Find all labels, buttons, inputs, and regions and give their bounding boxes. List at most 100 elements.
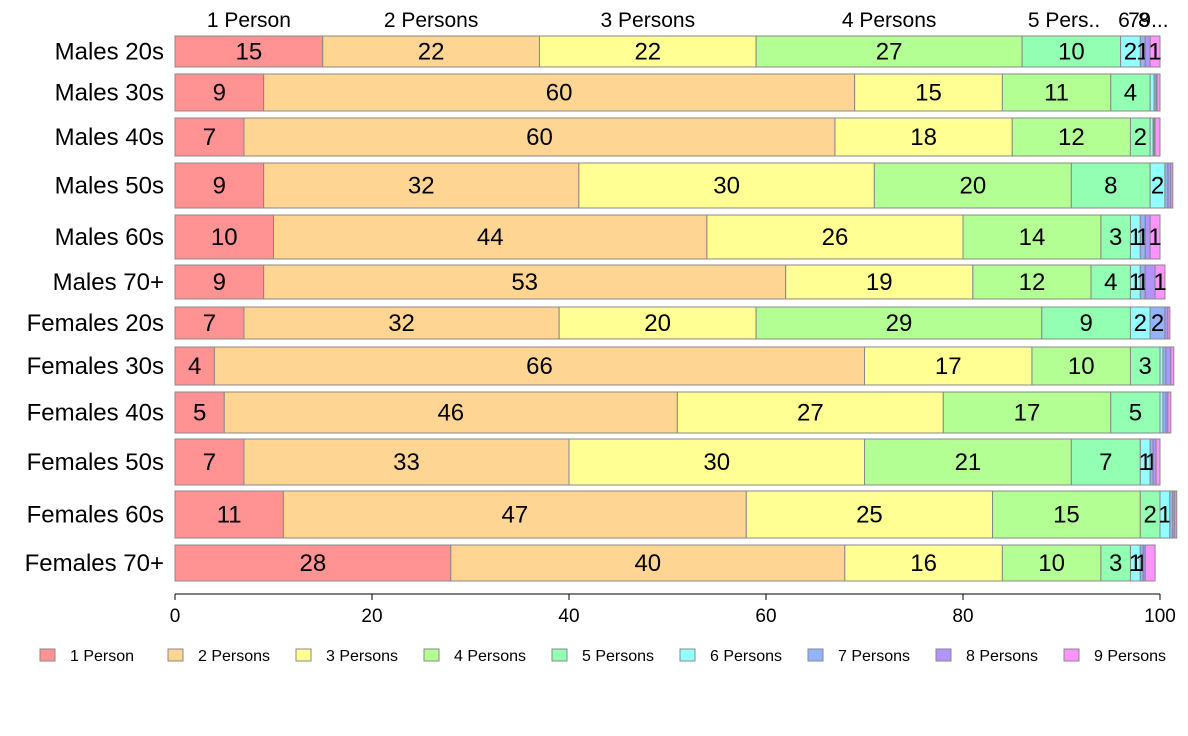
legend-swatch — [807, 648, 824, 662]
bar-value-label: 30 — [703, 449, 730, 476]
legend-label: 2 Persons — [198, 648, 270, 665]
bar-segment — [1174, 490, 1178, 539]
bar-value-label: 60 — [526, 124, 553, 151]
category-label: Females 60s — [27, 502, 164, 529]
bar-segment — [992, 490, 1141, 539]
legend-label: 8 Persons — [966, 648, 1038, 665]
bar-value-label: 10 — [211, 224, 238, 251]
bar-segment — [1001, 544, 1102, 582]
bar-value-label: 1 — [1129, 269, 1142, 296]
bar-segment — [1090, 264, 1131, 300]
bar-segment — [1110, 73, 1151, 112]
x-tick-label: 0 — [170, 606, 181, 627]
legend-label: 1 Person — [70, 648, 134, 665]
bar-value-label: 27 — [876, 39, 903, 66]
bar-value-label: 15 — [236, 39, 263, 66]
bar-value-label: 1 — [1148, 224, 1161, 251]
bar-value-label: 66 — [526, 353, 553, 380]
bar-segment — [174, 490, 284, 539]
bar-value-label: 20 — [959, 173, 986, 200]
legend-swatch — [679, 648, 696, 662]
bar-segment — [174, 438, 245, 486]
bar-value-label: 33 — [393, 449, 420, 476]
bar-value-label: 16 — [910, 550, 937, 577]
bar-value-label: 1 — [1158, 502, 1171, 529]
bar-value-label: 4 — [188, 353, 201, 380]
legend-swatch — [551, 648, 568, 662]
column-labels-group: 1 Person 2 Persons 3 Persons 4 Persons 5 Per… — [207, 9, 1169, 32]
bar-value-label: 32 — [388, 310, 415, 337]
category-label: Males 70+ — [53, 269, 164, 296]
bar-value-label: 2 — [1151, 310, 1164, 337]
column-label: 5 Pers.. — [1028, 9, 1100, 32]
bar-value-label: 9 — [213, 269, 226, 296]
bar-value-label: 15 — [1053, 502, 1080, 529]
bar-segment — [1070, 438, 1141, 486]
category-label: Males 30s — [55, 80, 164, 107]
legend-swatch — [1063, 648, 1080, 662]
bar-segment — [568, 438, 865, 486]
bar-segment — [558, 306, 757, 340]
bar-value-label: 10 — [1068, 353, 1095, 380]
category-label: Females 70+ — [25, 550, 164, 577]
legend-swatch — [935, 648, 952, 662]
bar-value-label: 26 — [822, 224, 849, 251]
bar-value-label: 12 — [1019, 269, 1046, 296]
column-label: 6 — [1118, 9, 1130, 32]
column-label: 8 — [1138, 9, 1150, 32]
bar-value-label: 15 — [915, 80, 942, 107]
bar-segment — [1149, 35, 1161, 68]
bar-segment — [174, 214, 274, 260]
legend-swatch — [295, 648, 312, 662]
legend-swatch — [167, 648, 184, 662]
bar-segment — [322, 35, 540, 68]
bar-value-label: 9 — [1079, 310, 1092, 337]
x-tick-label: 40 — [558, 606, 579, 627]
bar-segment — [1156, 73, 1161, 112]
bar-value-label: 2 — [1151, 173, 1164, 200]
bar-segment — [263, 162, 580, 209]
bar-segment — [755, 306, 1043, 340]
bar-value-label: 22 — [418, 39, 445, 66]
bar-value-label: 14 — [1019, 224, 1046, 251]
bar-value-label: 8 — [1104, 173, 1117, 200]
bar-value-label: 2 — [1143, 502, 1156, 529]
bar-segment — [174, 162, 265, 209]
bar-value-label: 27 — [797, 400, 824, 427]
bar-value-label: 12 — [1058, 124, 1085, 151]
bar-value-label: 7 — [1099, 449, 1112, 476]
bar-segment — [174, 117, 245, 157]
bar-value-label: 10 — [1058, 39, 1085, 66]
bar-value-label: 53 — [511, 269, 538, 296]
bar-value-label: 18 — [910, 124, 937, 151]
column-label: 7 — [1128, 9, 1140, 32]
bar-segment — [243, 117, 836, 157]
bar-value-label: 1 — [1153, 269, 1166, 296]
bar-value-label: 46 — [437, 400, 464, 427]
legend-label: 7 Persons — [838, 648, 910, 665]
bar-segment — [1154, 117, 1161, 157]
bar-value-label: 4 — [1104, 269, 1117, 296]
bar-value-label: 5 — [1129, 400, 1142, 427]
bar-value-label: 28 — [300, 550, 327, 577]
bar-value-label: 22 — [634, 39, 661, 66]
x-tick-label: 60 — [755, 606, 776, 627]
bar-value-label: 1 — [1139, 449, 1152, 476]
bar-segment — [873, 162, 1072, 209]
bar-value-label: 29 — [886, 310, 913, 337]
bar-segment — [1155, 438, 1161, 486]
bar-segment — [282, 490, 747, 539]
legend-swatch — [423, 648, 440, 662]
legend-label: 5 Persons — [582, 648, 654, 665]
bar-segment — [854, 73, 1003, 112]
bar-segment — [223, 391, 678, 434]
bar-segment — [538, 35, 757, 68]
bar-value-label: 11 — [217, 502, 242, 529]
column-label: 3 Persons — [601, 9, 696, 32]
legend-label: 9 Persons — [1094, 648, 1166, 665]
bar-value-label: 7 — [203, 449, 216, 476]
column-label: 1 Person — [207, 9, 291, 32]
bar-segment — [1167, 306, 1171, 340]
bar-segment — [174, 264, 265, 300]
